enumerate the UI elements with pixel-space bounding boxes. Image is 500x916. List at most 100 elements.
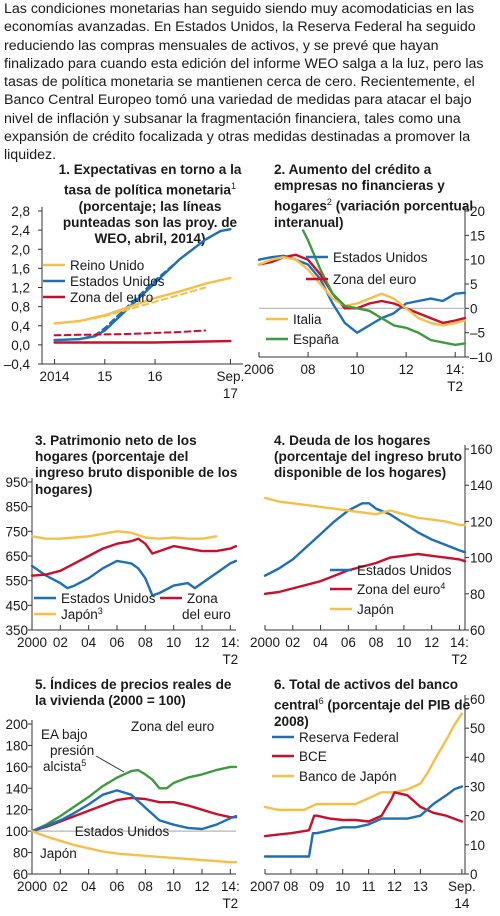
chart-5-title: 5. Índices de precios reales de la vivie… (35, 677, 245, 709)
chart-5-x-tick-label: 06 (109, 879, 124, 894)
chart-2-legend-label: Zona del euro (333, 272, 416, 287)
chart-1-y-tick-label: 0,8 (11, 300, 30, 315)
chart-6-y-tick-label: 50 (470, 721, 485, 736)
chart-1-subtitle: (porcentaje; las líneas punteadas son la… (62, 198, 238, 247)
chart-3-y-tick-label: 550 (5, 574, 28, 589)
chart-2-title-text: 2. Aumento del crédito a empresas no fin… (274, 162, 445, 214)
chart-5-x-tick-label: 10 (166, 879, 181, 894)
chart-6-legend-label: BCE (299, 749, 327, 764)
chart-2-legend-label: España (293, 332, 339, 347)
chart-1-title-text: 1. Expectativas en torno a la tasa de po… (58, 162, 242, 198)
chart-1-series-line-1 (53, 230, 222, 342)
chart-6-series-line-0 (263, 712, 464, 811)
chart-3-legend-label-2: del euro (182, 607, 231, 622)
chart-4-x-tick-label: 04 (313, 635, 329, 650)
chart-1-x-tick-label-2: 17 (223, 386, 238, 401)
chart-1-y-tick-label: 2,4 (11, 223, 30, 238)
chart-2-title: 2. Aumento del crédito a empresas no fin… (274, 162, 492, 231)
chart-6-x-tick-label: 13 (413, 879, 428, 894)
chart-1-legend-label: Zona del euro (70, 290, 153, 305)
chart-5-annotation-ea-3: alcista5 (43, 758, 86, 774)
chart-5-annotation-ea-1: EA bajo (41, 727, 88, 742)
intro-paragraph: Las condiciones monetarias han seguido s… (4, 1, 484, 164)
chart-3-series-line-1 (30, 537, 238, 577)
chart-5-y-tick-label: 140 (5, 781, 28, 796)
chart-4-x-tick-label: 2000 (250, 635, 280, 650)
chart-4-x-tick-label: 02 (285, 635, 300, 650)
chart-4-x-tick-label: 12 (424, 635, 439, 650)
chart-4-legend-label: Zona del euro4 (357, 581, 445, 597)
chart-3-y-tick-label: 650 (5, 549, 28, 564)
chart-5-x-tick-label: 14: (221, 879, 240, 894)
chart-6-x-tick-label: 08 (283, 879, 298, 894)
chart-2-y-tick-label: 0 (470, 301, 478, 316)
chart-6-x-tick-label: 09 (309, 879, 324, 894)
chart-3-x-tick-label: 02 (53, 635, 68, 650)
chart-3-x-tick-label: 08 (138, 635, 153, 650)
chart-3-y-tick-label: 750 (5, 524, 28, 539)
chart-5-annotation-ea-leader (95, 755, 125, 773)
chart-1-title-note: 1 (230, 181, 236, 192)
chart-2-y-tick-label: 15 (470, 228, 485, 243)
chart-5-x-tick-label: 04 (81, 879, 97, 894)
chart-1-y-tick-label: 0,0 (11, 338, 30, 353)
chart-3-x-tick-label: 14: (221, 635, 240, 650)
chart-2-series-line-3 (301, 229, 467, 346)
chart-6-title-note: 6 (318, 696, 324, 707)
chart-5-y-tick-label: 60 (13, 867, 28, 882)
chart-5-annotation-japon: Japón (40, 846, 77, 861)
chart-4-x-tick-label: 10 (396, 635, 411, 650)
chart-5-series-line-1 (30, 796, 238, 833)
chart-3-y-tick-label: 350 (5, 623, 28, 638)
chart-4-legend-label: Japón (357, 602, 394, 617)
chart-2-legend-label: Estados Unidos (333, 250, 428, 265)
chart-6-x-tick-label: 10 (335, 879, 350, 894)
chart-1-x-tick-label: Sep. (217, 369, 245, 384)
chart-4-legend-label: Estados Unidos (357, 563, 452, 578)
chart-6-y-tick-label: 40 (470, 750, 485, 765)
chart-4-y-tick-label: 160 (470, 442, 493, 457)
chart-6-title-text: 6. Total de activos del banco central (274, 677, 459, 713)
chart-3-title: 3. Patrimonio neto de los hogares (porce… (35, 433, 240, 498)
chart-2-x-tick-label: 08 (301, 362, 316, 377)
chart-5-annotation-estados-unidos: Estados Unidos (75, 824, 170, 839)
chart-2-series-line-0 (257, 254, 467, 334)
chart-4-title-text: 4. Deuda de los hogares (porcentaje del … (274, 433, 463, 481)
chart-2-title-note: 2 (326, 197, 332, 208)
chart-3-x-tick-label: 06 (109, 635, 124, 650)
chart-5-x-tick-label: 12 (194, 879, 209, 894)
chart-5-y-tick-label: 200 (5, 717, 28, 732)
chart-2-y-tick-label: 5 (470, 277, 478, 292)
chart-3-legend-label: Zona (187, 591, 218, 606)
chart-6-x-tick-label: 12 (387, 879, 402, 894)
chart-6-series-line-1 (263, 791, 464, 838)
chart-5-title-text: 5. Índices de precios reales de la vivie… (35, 677, 232, 709)
chart-1-series-line-4 (53, 339, 232, 344)
chart-2-y-tick-label: –10 (470, 350, 493, 365)
chart-1-x-tick-label: 16 (148, 369, 163, 384)
chart-6-y-tick-label: 0 (470, 867, 478, 882)
chart-1-y-tick-label: 1,6 (11, 261, 30, 276)
chart-1-y-tick-label: 0,4 (11, 319, 30, 334)
chart-5-series-line-0 (30, 765, 238, 833)
chart-1-series-line-5 (53, 329, 207, 337)
chart-3-y-tick-label: 850 (5, 500, 28, 515)
chart-5-series-line-2 (30, 789, 238, 833)
chart-4-y-tick-label: 120 (470, 514, 493, 529)
chart-6-x-tick-label: Sep. (448, 879, 476, 894)
chart-1-y-tick-label: 1,2 (11, 281, 30, 296)
chart-4-x-tick-label: 08 (369, 635, 384, 650)
chart-4-series-line-0 (263, 502, 467, 577)
chart-1-y-tick-label: 2,8 (11, 204, 30, 219)
chart-3-x-tick-label: 12 (194, 635, 209, 650)
chart-4-series-line-2 (263, 496, 467, 527)
chart-5-y-tick-label: 160 (5, 760, 28, 775)
chart-2-y-tick-label: 20 (470, 204, 485, 219)
chart-3-series-line-2 (30, 530, 218, 540)
chart-4-x-tick-label: 14: (450, 635, 469, 650)
chart-4-y-tick-label: 100 (470, 551, 493, 566)
chart-3-y-tick-label: 950 (5, 475, 28, 490)
chart-6-x-tick-label: 11 (362, 879, 376, 894)
chart-4-y-tick-label: 80 (470, 587, 485, 602)
chart-3-series-line-0 (30, 559, 238, 597)
